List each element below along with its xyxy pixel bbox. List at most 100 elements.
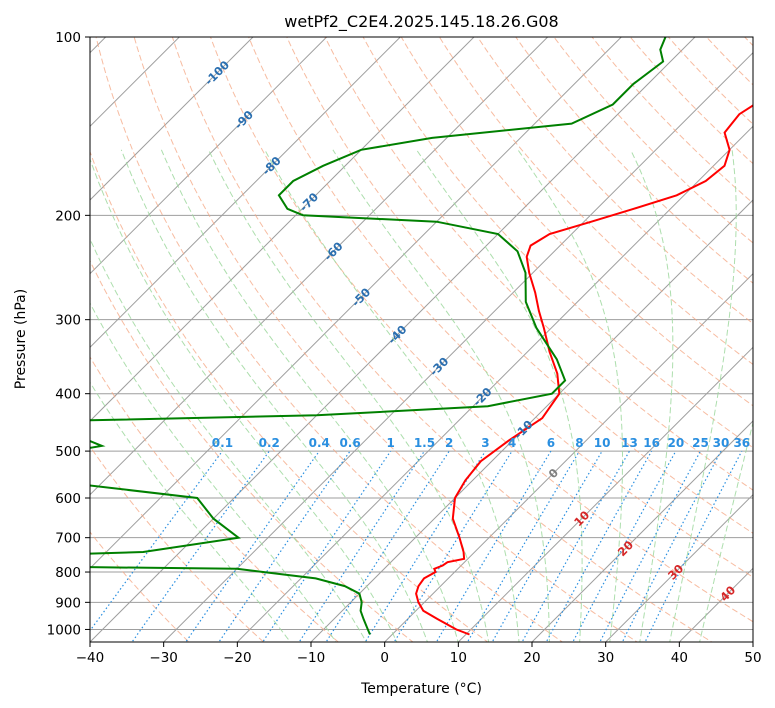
moist-adiabat-line — [699, 421, 753, 642]
isotherm-line — [236, 125, 753, 642]
x-tick-label: −20 — [223, 650, 252, 666]
dewpoint-profile-line — [90, 37, 667, 635]
dry-adiabat-line — [324, 37, 753, 491]
mixing-ratio-label: 25 — [692, 436, 709, 450]
background-lines — [0, 10, 775, 654]
isotherm-line — [604, 493, 753, 642]
y-tick-label: 100 — [55, 30, 81, 46]
x-axis-label: Temperature (°C) — [360, 681, 482, 697]
mixing-ratio-line — [131, 450, 270, 642]
dry-adiabat-line — [90, 531, 190, 642]
isotherm-line — [678, 567, 753, 642]
dry-adiabat-line — [629, 37, 753, 165]
x-tick-label: 40 — [671, 650, 688, 666]
moist-adiabat-line — [208, 149, 490, 642]
x-tick-label: 30 — [597, 650, 614, 666]
moist-adiabat-line — [90, 302, 337, 642]
mixing-ratio-label: 16 — [643, 436, 660, 450]
x-tick-label: −40 — [76, 650, 105, 666]
y-tick-label: 900 — [55, 595, 81, 611]
dry-adiabat-line — [95, 37, 564, 642]
y-tick-label: 200 — [55, 208, 81, 224]
isotherm-line — [90, 37, 328, 275]
dry-adiabat-line — [743, 37, 753, 47]
moist-adiabat-line — [120, 149, 429, 642]
mixing-ratio-label: 3 — [481, 436, 489, 450]
isotherm-line — [310, 199, 753, 642]
mixing-ratio-label: 4 — [508, 436, 516, 450]
dry-adiabat-line — [705, 37, 753, 86]
mixing-ratio-line — [621, 450, 722, 642]
y-axis-label: Pressure (hPa) — [13, 289, 29, 389]
dry-adiabat-line — [438, 37, 753, 366]
axes: −40 −30 −20 −10 0 10 20 30 40 5010020030040050060… — [47, 30, 762, 666]
x-tick-label: −30 — [149, 650, 178, 666]
moist-adiabat-line — [630, 149, 674, 642]
mixing-ratio-label: 1 — [387, 436, 395, 450]
y-tick-label: 500 — [55, 444, 81, 460]
y-tick-label: 600 — [55, 491, 81, 507]
mixing-ratio-line — [599, 450, 702, 642]
mixing-ratio-label: 6 — [547, 436, 555, 450]
temperature-profile-line — [415, 104, 753, 636]
mixing-ratio-label: 30 — [713, 436, 730, 450]
dry-adiabat-line — [90, 150, 489, 642]
mixing-ratio-line — [185, 450, 320, 642]
dry-adiabat-line — [286, 37, 753, 534]
moist-adiabat-line — [90, 381, 291, 642]
dry-adiabat-line — [362, 37, 753, 449]
mixing-ratio-line — [298, 450, 425, 642]
mixing-ratio-line — [644, 450, 743, 642]
mixing-ratio-line — [218, 450, 351, 642]
x-tick-label: 50 — [744, 650, 761, 666]
isotherm-line — [383, 272, 753, 642]
profiles — [90, 37, 753, 636]
isotherm-line — [90, 37, 623, 570]
dry-adiabat-line — [209, 37, 753, 623]
mixing-ratio-label: 0.1 — [212, 436, 233, 450]
x-tick-label: 10 — [450, 650, 467, 666]
moist-adiabat-line — [517, 149, 623, 642]
isotherm-line — [90, 37, 254, 201]
chart-title: wetPf2_C2E4.2025.145.18.26.G08 — [284, 12, 558, 32]
plot-frame — [89, 36, 754, 643]
mixing-ratio-label: 2 — [445, 436, 453, 450]
moist-adiabat-line — [416, 149, 583, 642]
mixing-ratio-label: 20 — [667, 436, 684, 450]
dry-adiabat-line — [400, 37, 753, 407]
dry-adiabat-line — [591, 37, 753, 204]
moist-adiabat-line — [160, 149, 459, 642]
dry-adiabat-line — [757, 11, 775, 654]
mixing-ratio-label: 8 — [575, 436, 583, 450]
moist-adiabat-line — [90, 157, 398, 642]
dry-adiabat-line — [171, 37, 713, 642]
isotherm-line — [457, 346, 753, 642]
dry-adiabat-line — [133, 37, 638, 642]
isotherm-line — [752, 641, 753, 642]
mixing-ratio-label: 1.5 — [414, 436, 435, 450]
mixing-ratio-line — [466, 450, 580, 642]
isotherm-line — [90, 37, 181, 128]
x-tick-label: 0 — [380, 650, 389, 666]
isotherm-line — [0, 10, 59, 654]
moist-adiabat-line — [90, 237, 367, 642]
dry-adiabat-line — [248, 37, 753, 578]
dry-adiabat-line — [90, 356, 339, 642]
dry-adiabat-line — [553, 37, 753, 244]
moist-adiabat-line — [332, 149, 550, 642]
y-tick-label: 300 — [55, 313, 81, 329]
mixing-ratio-label: 0.2 — [259, 436, 280, 450]
mixing-ratio-label: 36 — [733, 436, 750, 450]
isotherm-line — [531, 420, 753, 642]
moist-adiabat-line — [264, 149, 520, 642]
y-tick-label: 400 — [55, 387, 81, 403]
mixing-ratio-label: 10 — [594, 436, 611, 450]
isotherm-line — [90, 37, 475, 422]
dry-adiabat-line — [476, 37, 753, 325]
mixing-ratio-line — [325, 450, 450, 642]
mixing-ratio-label: 13 — [621, 436, 638, 450]
mixing-ratio-line — [90, 450, 223, 632]
isotherm-line — [90, 37, 549, 496]
mixing-ratio-label: 0.6 — [339, 436, 360, 450]
